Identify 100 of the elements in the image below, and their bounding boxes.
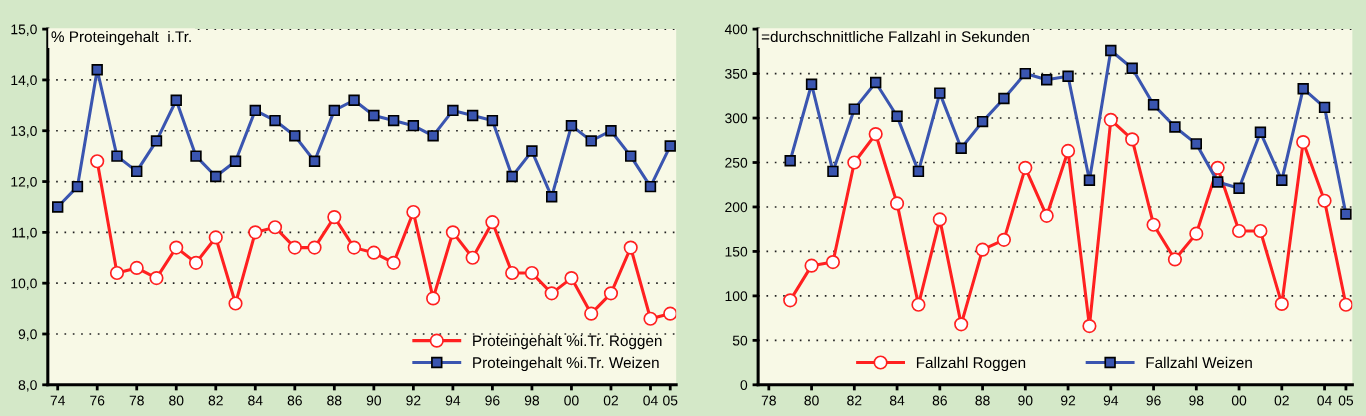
legend-label: Fallzahl Weizen bbox=[1146, 356, 1252, 369]
point bbox=[190, 150, 202, 162]
y-tick-label: 11,0 bbox=[12, 227, 37, 240]
point bbox=[524, 265, 540, 281]
x-tick-label: 80 bbox=[804, 395, 819, 406]
point bbox=[1233, 182, 1245, 194]
point bbox=[1103, 112, 1118, 127]
point bbox=[912, 165, 925, 178]
point bbox=[891, 110, 903, 122]
point bbox=[327, 210, 342, 225]
point bbox=[1317, 193, 1332, 208]
point bbox=[663, 306, 677, 321]
point bbox=[505, 265, 520, 281]
point bbox=[426, 291, 441, 306]
point bbox=[188, 255, 204, 270]
point bbox=[526, 145, 538, 157]
point bbox=[347, 240, 362, 255]
y-tick-label: 150 bbox=[725, 246, 748, 257]
point bbox=[1167, 252, 1183, 267]
point bbox=[1254, 126, 1267, 138]
point bbox=[269, 114, 281, 127]
x-tick-label: 86 bbox=[287, 395, 302, 406]
x-tick-label: 92 bbox=[1060, 395, 1076, 406]
point bbox=[308, 155, 321, 167]
point bbox=[267, 220, 283, 235]
point bbox=[466, 109, 479, 122]
point bbox=[1019, 67, 1032, 80]
point bbox=[889, 196, 905, 211]
point bbox=[447, 104, 459, 117]
point bbox=[406, 204, 421, 220]
point bbox=[1169, 121, 1181, 133]
point bbox=[129, 260, 144, 276]
x-tick-label: 94 bbox=[445, 395, 461, 406]
point bbox=[1126, 62, 1138, 74]
x-tick-label: 82 bbox=[847, 395, 862, 406]
point bbox=[248, 225, 263, 240]
y-tick-label: 100 bbox=[725, 291, 748, 302]
point bbox=[249, 104, 261, 117]
point bbox=[869, 76, 882, 89]
x-tick-label: 90 bbox=[366, 395, 382, 406]
chart-title: =durchschnittliche Fallzahl in Sekunden bbox=[761, 30, 1029, 43]
point bbox=[1060, 143, 1076, 159]
point bbox=[955, 142, 967, 154]
point bbox=[976, 115, 989, 128]
point bbox=[564, 271, 579, 286]
point bbox=[1146, 217, 1161, 232]
x-tick-label: 84 bbox=[889, 395, 905, 406]
point bbox=[1189, 226, 1204, 241]
point bbox=[954, 317, 969, 332]
point bbox=[149, 271, 164, 286]
x-tick-label: 84 bbox=[248, 395, 263, 406]
point bbox=[90, 154, 105, 169]
point bbox=[1276, 174, 1288, 186]
x-tick-label: 00 bbox=[1231, 395, 1247, 406]
point bbox=[932, 212, 947, 227]
point bbox=[1039, 208, 1054, 223]
point bbox=[565, 119, 578, 132]
x-tick-label: 05 bbox=[1338, 395, 1354, 406]
point bbox=[386, 255, 401, 270]
point bbox=[643, 311, 658, 326]
y-tick-label: 50 bbox=[732, 335, 748, 346]
point bbox=[407, 119, 420, 132]
x-tick-label: 90 bbox=[1018, 395, 1033, 406]
y-tick-label: 200 bbox=[725, 202, 748, 213]
point bbox=[210, 170, 222, 183]
point bbox=[603, 286, 619, 301]
x-tick-label: 88 bbox=[975, 395, 990, 406]
x-tick-label: 02 bbox=[603, 395, 618, 406]
point bbox=[71, 180, 84, 193]
point bbox=[228, 296, 243, 311]
y-tick-label: 13,0 bbox=[11, 126, 37, 138]
y-tick-label: 400 bbox=[724, 24, 748, 35]
point bbox=[1231, 223, 1247, 239]
point bbox=[111, 150, 123, 162]
point bbox=[91, 64, 103, 76]
point bbox=[287, 240, 302, 255]
point bbox=[208, 230, 223, 245]
point bbox=[1210, 160, 1225, 175]
y-tick-label: 9,0 bbox=[18, 329, 37, 341]
point bbox=[485, 215, 500, 230]
y-tick-label: 15,0 bbox=[11, 24, 37, 36]
y-tick-label: 14,0 bbox=[11, 75, 37, 87]
point bbox=[584, 306, 599, 321]
point bbox=[1211, 176, 1224, 188]
point bbox=[445, 225, 460, 240]
x-tick-label: 04 bbox=[643, 395, 658, 406]
point bbox=[1338, 297, 1353, 312]
point bbox=[1253, 223, 1268, 239]
x-tick-label: 82 bbox=[208, 395, 223, 406]
point bbox=[664, 140, 676, 152]
point bbox=[783, 293, 798, 308]
point bbox=[229, 155, 242, 167]
point bbox=[1274, 296, 1289, 311]
x-tick-label: 92 bbox=[406, 395, 421, 406]
point bbox=[506, 170, 518, 183]
point bbox=[427, 130, 439, 142]
point bbox=[307, 240, 322, 255]
x-tick-label: 74 bbox=[50, 395, 66, 406]
x-tick-label: 02 bbox=[1274, 395, 1289, 406]
point bbox=[1340, 208, 1352, 220]
